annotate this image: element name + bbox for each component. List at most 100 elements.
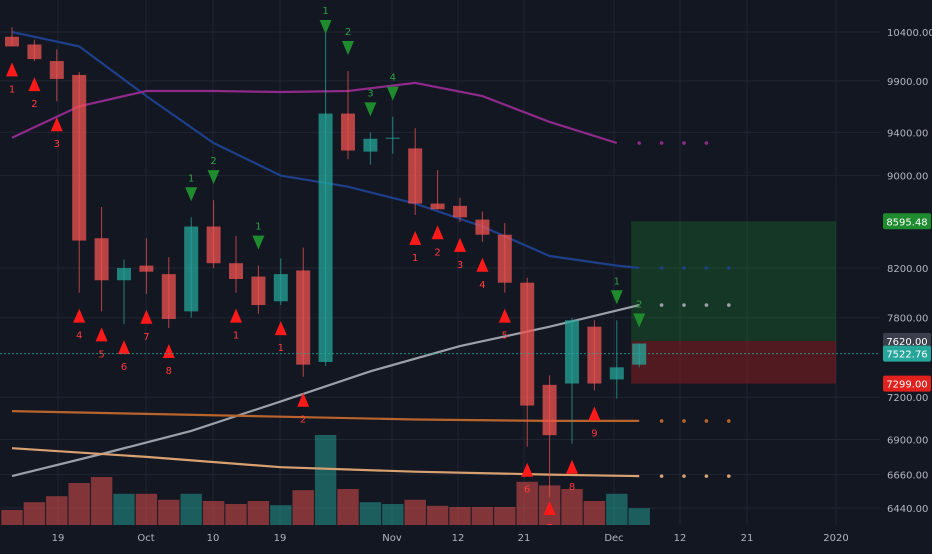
buy-arrow-icon bbox=[50, 117, 63, 132]
volume-bar bbox=[471, 507, 494, 525]
candle-body bbox=[161, 274, 176, 319]
signal-count-label: 4 bbox=[390, 73, 396, 84]
signal-count-label: 1 bbox=[412, 253, 418, 264]
price-label: 7299.00 bbox=[886, 380, 927, 391]
signal-count-label: 4 bbox=[76, 331, 82, 342]
candle-body bbox=[117, 268, 131, 281]
signal-count-label: 6 bbox=[121, 362, 127, 373]
candle-body bbox=[520, 282, 535, 406]
signal-count-label: 8 bbox=[166, 366, 172, 377]
sell-arrow-icon bbox=[364, 102, 377, 117]
volume-bar bbox=[449, 507, 471, 525]
signal-count-label: 6 bbox=[524, 485, 530, 496]
price-label-box bbox=[883, 332, 931, 349]
candle-body bbox=[206, 226, 221, 264]
signal-count-label: 2 bbox=[31, 99, 37, 110]
y-tick-label: 10400.00 bbox=[887, 28, 932, 39]
signal-count-label: 2 bbox=[345, 27, 351, 38]
sell-arrow-icon bbox=[319, 20, 332, 34]
signals: 12345678121112123412345678912 bbox=[6, 6, 646, 534]
y-tick-label: 9400.00 bbox=[887, 128, 928, 139]
volume-bar bbox=[23, 502, 46, 525]
signal-count-label: 1 bbox=[233, 331, 239, 342]
volume-bar bbox=[606, 493, 628, 525]
volume-bar bbox=[180, 493, 202, 525]
ma-projection-dot bbox=[727, 266, 731, 270]
candle-body bbox=[497, 234, 512, 283]
signal-count-label: 5 bbox=[502, 331, 508, 342]
candle-body bbox=[542, 384, 557, 436]
sell-arrow-icon bbox=[633, 313, 646, 328]
price-label-box bbox=[883, 213, 931, 230]
volume-bar bbox=[292, 490, 314, 525]
volume-bar bbox=[404, 499, 426, 525]
signal-count-label: 2 bbox=[300, 415, 306, 426]
signal-count-label: 2 bbox=[636, 300, 642, 311]
ma-projection-dot bbox=[637, 141, 641, 145]
candle-body bbox=[27, 44, 42, 60]
signal-count-label: 1 bbox=[9, 84, 15, 95]
candle-body bbox=[94, 238, 109, 281]
candle-body bbox=[296, 270, 311, 365]
signal-count-label: 1 bbox=[255, 222, 261, 233]
ma-projection-dot bbox=[682, 474, 686, 478]
candle-body bbox=[341, 113, 355, 151]
ma-line bbox=[11, 304, 640, 478]
x-axis: 19 Oct 10 19 Nov 12 21 Dec 12 21 2020 bbox=[0, 525, 932, 550]
y-tick-label: 7200.00 bbox=[887, 393, 928, 404]
x-tick-label: 10 bbox=[207, 533, 220, 544]
ma-line bbox=[11, 410, 640, 422]
volume-bars bbox=[1, 435, 650, 525]
candle-body bbox=[453, 205, 467, 218]
x-tick-label: 12 bbox=[674, 533, 687, 544]
candle-body bbox=[5, 36, 19, 47]
buy-arrow-icon bbox=[162, 343, 175, 358]
signal-count-label: 2 bbox=[210, 156, 216, 167]
signal-count-label: 1 bbox=[322, 6, 328, 17]
volume-bar bbox=[90, 477, 113, 525]
ma-projection-dot bbox=[682, 266, 686, 270]
volume-bar bbox=[270, 505, 292, 525]
ma-projection-dot bbox=[659, 266, 664, 270]
ma-projection-dot bbox=[727, 303, 731, 307]
ma-projection-dot bbox=[659, 141, 664, 145]
ma-projection-dot bbox=[704, 141, 709, 145]
buy-arrow-icon bbox=[543, 501, 556, 515]
x-tick-label: Oct bbox=[137, 533, 154, 544]
candle-body bbox=[184, 226, 199, 312]
buy-arrow-icon bbox=[454, 237, 466, 252]
ma-projection-dot bbox=[659, 303, 664, 307]
buy-arrow-icon bbox=[476, 257, 489, 272]
signal-count-label: 3 bbox=[54, 139, 60, 150]
candle-body bbox=[318, 113, 333, 362]
signal-count-label: 4 bbox=[479, 280, 485, 291]
volume-bar bbox=[426, 505, 449, 525]
ma-projection-dot bbox=[659, 419, 664, 423]
volume-bar bbox=[314, 435, 337, 525]
volume-bar bbox=[494, 507, 516, 525]
y-tick-label: 8200.00 bbox=[887, 264, 928, 275]
sell-arrow-icon bbox=[207, 170, 220, 185]
sell-arrow-icon bbox=[610, 290, 623, 305]
candle-body bbox=[565, 320, 579, 384]
buy-arrow-icon bbox=[28, 77, 41, 92]
candle-body bbox=[430, 203, 445, 210]
buy-arrow-icon bbox=[409, 230, 422, 245]
ma-projection-dot bbox=[682, 419, 686, 423]
signal-count-label: 1 bbox=[278, 343, 284, 354]
ma-projection-dot bbox=[704, 419, 709, 423]
zones bbox=[631, 221, 836, 384]
candle-body bbox=[72, 74, 87, 241]
x-tick-label: 12 bbox=[452, 533, 465, 544]
volume-bar bbox=[247, 501, 270, 525]
signal-count-label: 2 bbox=[434, 247, 440, 258]
price-label-box bbox=[883, 345, 931, 362]
volume-bar bbox=[158, 499, 180, 525]
buy-arrow-icon bbox=[521, 462, 534, 477]
volume-bar bbox=[359, 502, 382, 525]
buy-arrow-icon bbox=[95, 327, 108, 342]
x-tick-label: 19 bbox=[274, 533, 287, 544]
candle-body bbox=[251, 276, 266, 306]
